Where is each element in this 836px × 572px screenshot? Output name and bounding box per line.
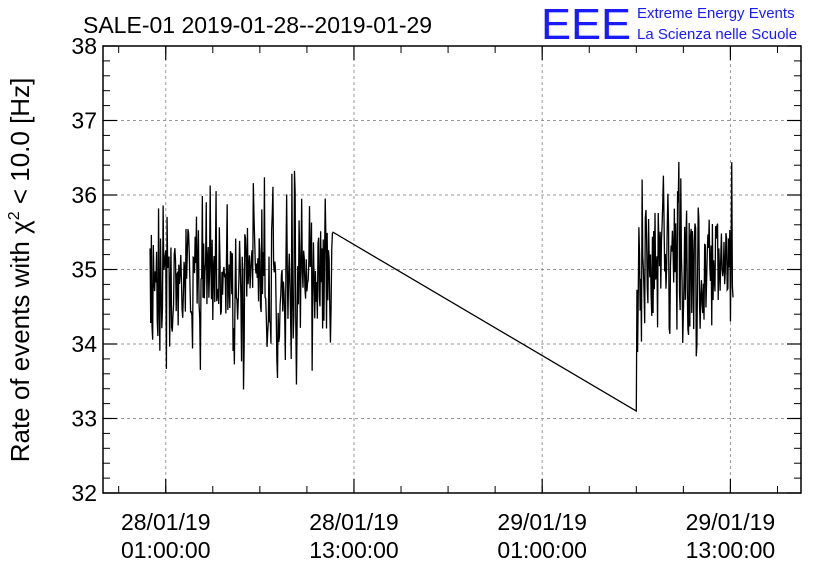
chart-title: SALE-01 2019-01-28--2019-01-29 xyxy=(83,12,432,38)
eee-logo: EEE Extreme Energy Events La Scienza nel… xyxy=(541,0,797,49)
y-tick-label: 37 xyxy=(71,108,97,134)
y-axis-label-sup: 2 xyxy=(6,211,23,220)
y-axis-label: Rate of events with χ2 < 10.0 [Hz] xyxy=(5,78,35,463)
x-tick-label-time: 01:00:00 xyxy=(121,537,211,563)
grid xyxy=(103,46,801,493)
y-tick-label: 36 xyxy=(71,182,97,208)
x-tick-label-time: 13:00:00 xyxy=(309,537,399,563)
y-axis-label-prefix: Rate of events with xyxy=(5,234,35,462)
y-axis-label-suffix: < 10.0 [Hz] xyxy=(5,78,35,212)
series xyxy=(149,161,734,413)
x-tick-label-date: 29/01/19 xyxy=(497,509,587,535)
x-tick-label-date: 29/01/19 xyxy=(686,509,776,535)
y-axis-label-chi: χ xyxy=(5,220,35,234)
y-tick-label: 35 xyxy=(71,257,97,283)
y-tick-label: 33 xyxy=(71,406,97,432)
x-tick-labels: 28/01/1901:00:0028/01/1913:00:0029/01/19… xyxy=(121,509,775,563)
y-tick-labels: 32 33 34 35 36 37 38 xyxy=(71,33,97,506)
y-tick-label: 38 xyxy=(71,33,97,59)
logo-letters: EEE xyxy=(541,0,631,49)
series-line xyxy=(149,161,734,413)
y-tick-label: 34 xyxy=(71,331,97,357)
x-tick-label-date: 28/01/19 xyxy=(121,509,211,535)
x-tick-label-date: 28/01/19 xyxy=(309,509,399,535)
x-tick-label-time: 01:00:00 xyxy=(497,537,587,563)
axes xyxy=(102,45,802,494)
logo-line-2: La Scienza nelle Scuole xyxy=(637,26,797,43)
y-tick-label: 32 xyxy=(71,480,97,506)
logo-line-1: Extreme Energy Events xyxy=(637,5,795,22)
x-tick-label-time: 13:00:00 xyxy=(686,537,776,563)
